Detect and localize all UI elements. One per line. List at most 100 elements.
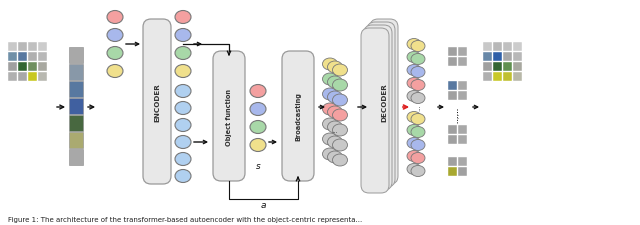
Bar (69, 65, 83, 81)
Ellipse shape (328, 106, 342, 119)
Ellipse shape (328, 77, 342, 89)
Bar (69, 99, 83, 115)
Bar (38, 63, 47, 72)
Bar (28, 53, 37, 62)
Bar (503, 53, 512, 62)
Bar (513, 63, 522, 72)
Ellipse shape (328, 62, 342, 74)
Ellipse shape (407, 138, 421, 149)
Ellipse shape (107, 65, 123, 78)
Bar (448, 48, 457, 57)
Ellipse shape (411, 80, 425, 91)
Ellipse shape (407, 39, 421, 50)
Bar (458, 92, 467, 101)
Ellipse shape (328, 92, 342, 104)
Bar (18, 53, 27, 62)
Ellipse shape (411, 140, 425, 151)
Bar (69, 115, 83, 131)
Ellipse shape (323, 133, 337, 145)
Bar (448, 92, 457, 101)
Ellipse shape (107, 29, 123, 42)
Bar (18, 73, 27, 82)
Ellipse shape (175, 153, 191, 166)
Ellipse shape (411, 54, 425, 65)
Bar (513, 53, 522, 62)
Bar (493, 63, 502, 72)
Ellipse shape (175, 65, 191, 78)
Bar (513, 43, 522, 52)
Ellipse shape (250, 85, 266, 98)
Bar (69, 82, 83, 98)
FancyBboxPatch shape (364, 26, 392, 190)
Bar (458, 82, 467, 91)
Bar (69, 132, 83, 148)
Bar (493, 43, 502, 52)
Ellipse shape (328, 151, 342, 163)
Bar (8, 63, 17, 72)
Text: a: a (260, 201, 266, 209)
Bar (28, 63, 37, 72)
Ellipse shape (175, 85, 191, 98)
Text: ...: ... (415, 104, 421, 111)
Ellipse shape (323, 104, 337, 115)
Ellipse shape (323, 119, 337, 130)
Ellipse shape (407, 78, 421, 89)
Ellipse shape (250, 121, 266, 134)
FancyBboxPatch shape (367, 23, 395, 187)
Bar (458, 157, 467, 166)
Ellipse shape (175, 102, 191, 115)
Bar (69, 48, 83, 64)
Ellipse shape (175, 47, 191, 60)
Bar (448, 135, 457, 144)
Ellipse shape (411, 127, 425, 138)
Ellipse shape (175, 170, 191, 183)
Bar (513, 73, 522, 82)
Ellipse shape (411, 93, 425, 104)
Bar (503, 73, 512, 82)
Ellipse shape (333, 154, 348, 166)
Bar (458, 126, 467, 134)
Ellipse shape (175, 29, 191, 42)
Bar (28, 43, 37, 52)
Ellipse shape (323, 89, 337, 101)
FancyBboxPatch shape (361, 29, 389, 193)
Bar (503, 63, 512, 72)
Ellipse shape (411, 153, 425, 164)
Bar (458, 48, 467, 57)
Bar (458, 135, 467, 144)
Ellipse shape (407, 151, 421, 162)
Ellipse shape (107, 11, 123, 24)
Text: :: : (456, 113, 458, 119)
Text: Broadcasting: Broadcasting (295, 92, 301, 141)
Text: Object function: Object function (226, 88, 232, 145)
Ellipse shape (323, 74, 337, 86)
Text: s: s (255, 162, 260, 171)
Ellipse shape (333, 139, 348, 151)
Text: DECODER: DECODER (381, 83, 387, 121)
Bar (493, 73, 502, 82)
Ellipse shape (250, 103, 266, 116)
Ellipse shape (175, 136, 191, 149)
Ellipse shape (407, 164, 421, 175)
Bar (483, 53, 492, 62)
Bar (38, 73, 47, 82)
FancyBboxPatch shape (143, 20, 171, 184)
Ellipse shape (411, 166, 425, 177)
Ellipse shape (175, 11, 191, 24)
Ellipse shape (328, 122, 342, 133)
Bar (8, 53, 17, 62)
Ellipse shape (107, 47, 123, 60)
Bar (503, 43, 512, 52)
Bar (458, 167, 467, 176)
FancyBboxPatch shape (282, 52, 314, 181)
Ellipse shape (323, 59, 337, 71)
FancyBboxPatch shape (370, 20, 398, 184)
Ellipse shape (333, 110, 348, 122)
Ellipse shape (407, 65, 421, 76)
Bar (493, 53, 502, 62)
Ellipse shape (411, 41, 425, 52)
Ellipse shape (323, 148, 337, 160)
Ellipse shape (407, 52, 421, 63)
Bar (483, 63, 492, 72)
Ellipse shape (411, 114, 425, 125)
